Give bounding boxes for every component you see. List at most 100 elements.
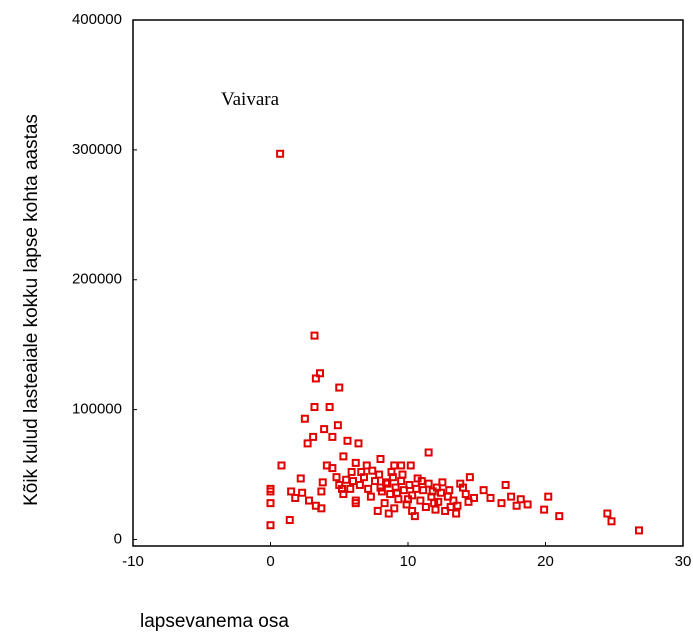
- point: [404, 495, 412, 504]
- point: [266, 487, 275, 496]
- point: [346, 484, 355, 493]
- point: [380, 499, 389, 508]
- point: [446, 503, 455, 512]
- point: [507, 492, 516, 501]
- point: [486, 493, 495, 502]
- point: [366, 492, 375, 501]
- point: [376, 483, 385, 492]
- point: [387, 467, 396, 476]
- point: [497, 499, 506, 508]
- y-tick-label: 200000: [72, 271, 122, 288]
- point: [428, 487, 437, 496]
- point: [338, 484, 346, 493]
- point: [351, 458, 360, 467]
- point: [434, 497, 443, 506]
- point: [320, 425, 329, 434]
- point: [310, 403, 319, 412]
- point: [412, 484, 421, 493]
- point: [355, 480, 364, 489]
- point: [393, 488, 401, 497]
- point: [332, 473, 341, 482]
- point: [419, 486, 428, 495]
- point: [266, 521, 275, 530]
- point: [453, 501, 462, 510]
- point: [635, 526, 643, 535]
- point: [300, 414, 309, 423]
- point: [443, 492, 452, 501]
- point: [390, 504, 399, 513]
- point: [266, 499, 275, 508]
- y-axis-label: Kõik kulud lasteaiale kokku lapse kohta …: [21, 114, 42, 506]
- point: [421, 503, 430, 512]
- point: [465, 473, 474, 482]
- point: [431, 505, 440, 514]
- point: [318, 478, 327, 487]
- point: [298, 488, 307, 497]
- point: [437, 488, 445, 497]
- point: [416, 496, 425, 505]
- point: [607, 517, 616, 526]
- point: [303, 439, 312, 448]
- point: [360, 473, 368, 482]
- point: [349, 477, 357, 486]
- point: [523, 500, 532, 509]
- x-tick-label: 20: [537, 553, 554, 570]
- point: [397, 461, 406, 470]
- point: [276, 149, 285, 158]
- point: [347, 467, 356, 476]
- point: [325, 403, 334, 412]
- point: [343, 436, 352, 445]
- point: [461, 490, 470, 499]
- x-tick-label: 0: [266, 553, 274, 570]
- point: [339, 452, 348, 461]
- point: [335, 383, 344, 392]
- point: [512, 501, 521, 510]
- point: [464, 497, 473, 506]
- x-tick-label: -10: [122, 553, 144, 570]
- x-tick-label: 30: [675, 553, 692, 570]
- point: [516, 495, 525, 504]
- point: [371, 477, 379, 486]
- x-axis-label: lapsevanema osa: [140, 611, 289, 632]
- point: [406, 461, 415, 470]
- point: [342, 475, 351, 484]
- y-tick-label: 0: [114, 530, 122, 547]
- point: [417, 477, 426, 486]
- point: [362, 461, 371, 470]
- point: [452, 509, 461, 518]
- point: [277, 461, 286, 470]
- point: [424, 479, 433, 488]
- point: [305, 496, 313, 505]
- point: [438, 478, 447, 487]
- point: [316, 369, 324, 378]
- point: [291, 493, 300, 502]
- point: [317, 487, 326, 496]
- point: [287, 487, 296, 496]
- point: [540, 505, 549, 514]
- point: [376, 454, 385, 463]
- y-tick-label: 300000: [72, 141, 122, 158]
- point: [408, 506, 417, 515]
- point: [382, 478, 390, 487]
- point: [373, 506, 382, 515]
- point: [501, 480, 510, 489]
- point: [364, 484, 373, 493]
- point: [405, 480, 414, 489]
- point: [603, 509, 612, 518]
- point: [333, 421, 342, 430]
- point: [397, 477, 406, 486]
- point: [445, 486, 454, 495]
- y-tick-label: 400000: [72, 11, 122, 28]
- y-tick-label: 100000: [72, 401, 122, 418]
- point: [424, 448, 433, 457]
- point: [390, 461, 399, 470]
- point: [317, 504, 326, 513]
- point: [398, 470, 407, 479]
- point: [386, 490, 395, 499]
- point: [368, 466, 377, 475]
- point: [479, 486, 488, 495]
- point: [555, 512, 564, 521]
- point: [375, 470, 384, 479]
- point: [354, 439, 363, 448]
